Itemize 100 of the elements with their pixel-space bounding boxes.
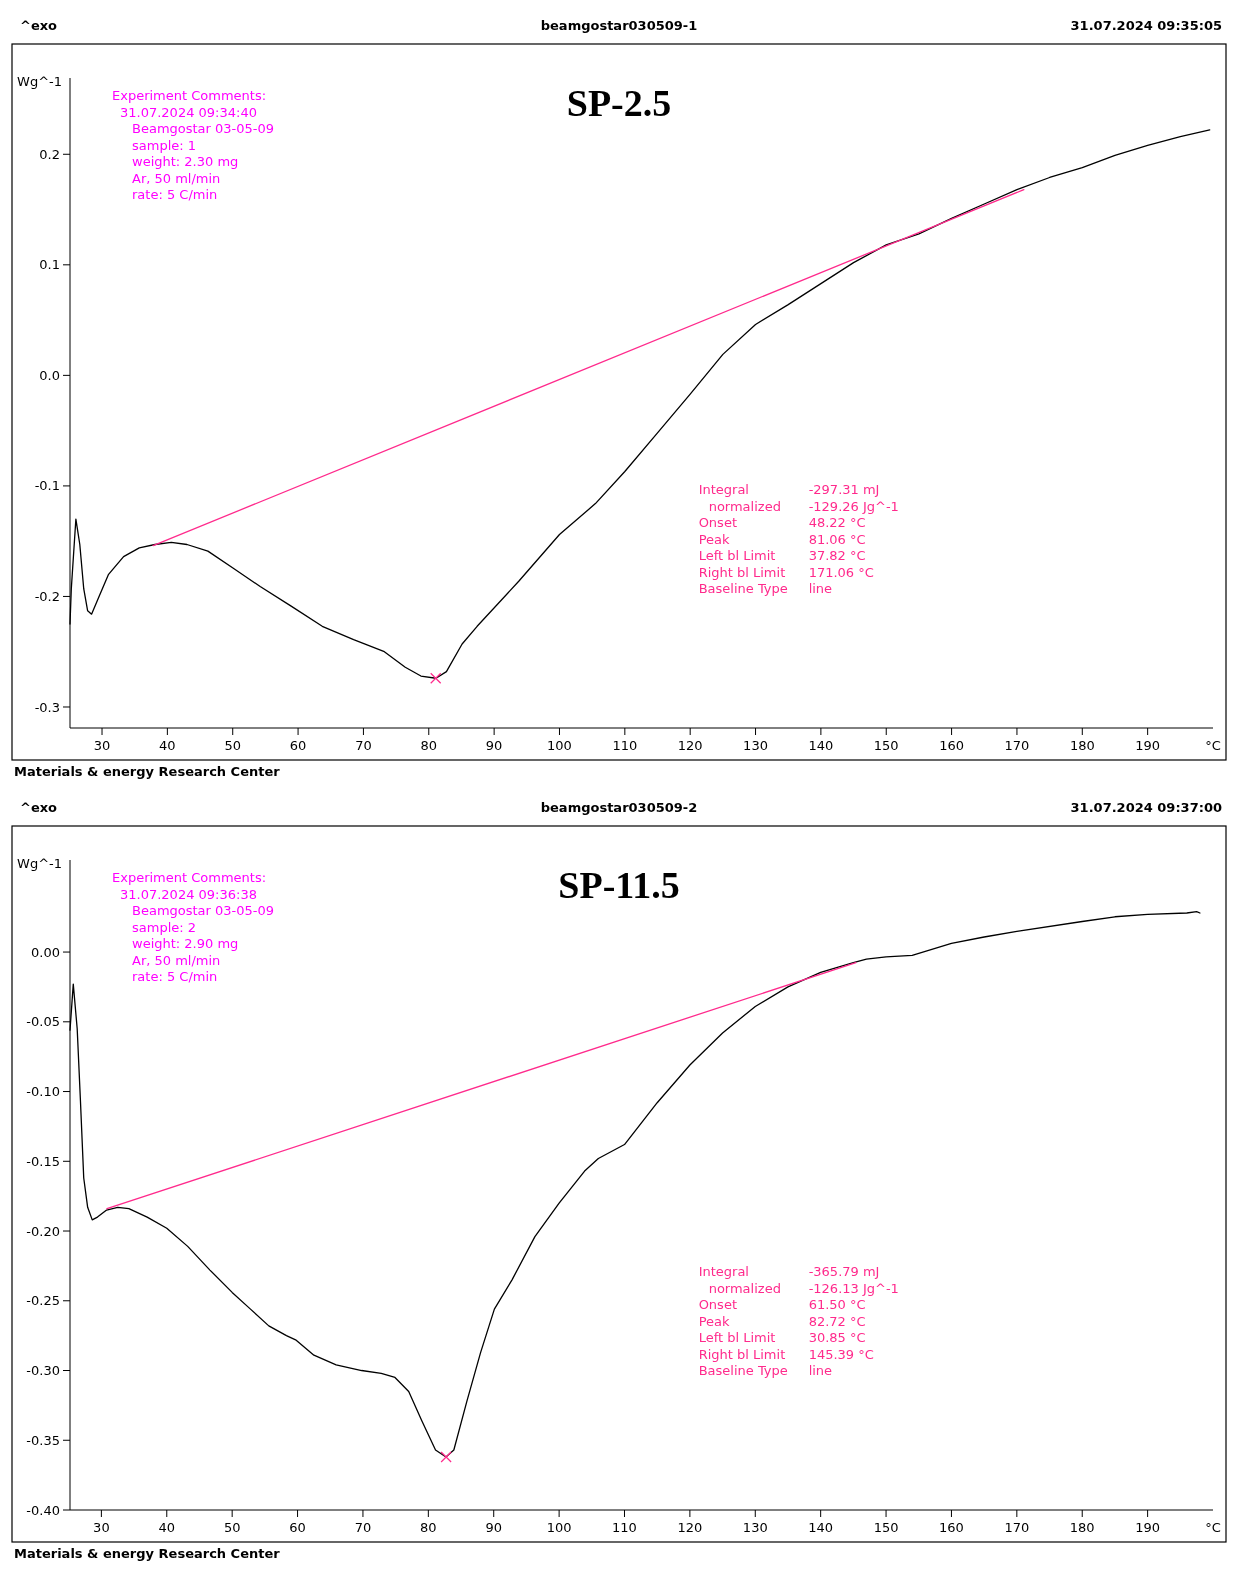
annotation: 31.07.2024 09:36:38 <box>120 886 257 902</box>
annotation: Integral <box>698 482 749 497</box>
annotation: -126.13 Jg^-1 <box>808 1280 899 1296</box>
y-tick-label: -0.40 <box>26 1502 60 1518</box>
x-tick-label: 50 <box>223 1520 241 1535</box>
annotation: Left bl Limit <box>698 1330 776 1345</box>
text: beamgostar030509-1 <box>540 18 698 33</box>
y-axis-title: Wg^-1 <box>17 74 62 89</box>
y-tick-label: 0.00 <box>31 944 60 960</box>
x-tick-label: 100 <box>547 738 572 753</box>
y-tick-label: -0.3 <box>34 699 60 715</box>
x-axis-title: °C <box>1205 738 1221 753</box>
y-axis-title: Wg^-1 <box>17 856 62 871</box>
x-tick-label: 190 <box>1135 1520 1161 1535</box>
annotation: Experiment Comments: <box>112 870 267 885</box>
annotation: 48.22 °C <box>808 515 866 530</box>
annotation: line <box>808 1363 833 1378</box>
annotation: normalized <box>708 1280 781 1296</box>
annotation: 81.06 °C <box>808 531 866 547</box>
x-tick-label: 90 <box>485 738 503 753</box>
x-tick-label: 120 <box>677 738 703 753</box>
x-tick-label: 60 <box>289 738 307 753</box>
x-tick-label: 130 <box>742 1520 768 1535</box>
annotation: -129.26 Jg^-1 <box>808 498 899 514</box>
y-tick-label: -0.15 <box>26 1153 60 1169</box>
y-tick-label: -0.30 <box>26 1363 60 1379</box>
x-tick-label: 80 <box>420 738 438 753</box>
x-tick-label: 70 <box>355 738 372 753</box>
x-tick-label: 70 <box>354 1520 372 1535</box>
annotation: 37.82 °C <box>808 548 866 563</box>
x-tick-label: 100 <box>546 1520 572 1535</box>
annotation: Right bl Limit <box>698 564 786 580</box>
annotation: Ar, 50 ml/min <box>132 952 221 968</box>
annotation: 171.06 °C <box>808 564 874 580</box>
text: 31.07.2024 09:37:00 <box>1070 800 1222 815</box>
x-tick-label: 140 <box>808 1520 834 1535</box>
x-tick-label: 170 <box>1004 738 1030 753</box>
y-tick-label: -0.10 <box>26 1084 60 1100</box>
x-tick-label: 30 <box>93 1520 110 1535</box>
annotation: rate: 5 C/min <box>132 969 218 984</box>
x-tick-label: 90 <box>485 1520 502 1535</box>
annotation: -297.31 mJ <box>808 482 880 497</box>
annotation: Peak <box>698 1313 730 1329</box>
annotation: 82.72 °C <box>808 1313 866 1329</box>
annotation: -365.79 mJ <box>808 1264 880 1279</box>
x-tick-label: 190 <box>1135 738 1161 753</box>
chart-title: SP-2.5 <box>566 82 672 124</box>
x-tick-label: 130 <box>743 738 768 753</box>
annotation: Baseline Type <box>698 581 788 596</box>
y-tick-label: -0.1 <box>34 478 60 494</box>
x-tick-label: 170 <box>1004 1520 1030 1535</box>
annotation: normalized <box>708 498 781 514</box>
annotation: Left bl Limit <box>698 548 776 563</box>
annotation: line <box>808 581 833 596</box>
x-tick-label: 40 <box>158 1520 176 1535</box>
x-tick-label: 140 <box>808 738 834 753</box>
x-tick-label: 160 <box>939 1520 964 1535</box>
text: beamgostar030509-2 <box>540 800 698 815</box>
x-tick-label: 60 <box>289 1520 306 1535</box>
x-tick-label: 30 <box>93 738 111 753</box>
y-tick-label: 0.0 <box>39 367 60 383</box>
x-tick-label: 150 <box>873 738 899 753</box>
annotation: Right bl Limit <box>698 1346 786 1362</box>
x-tick-label: 50 <box>224 738 241 753</box>
annotation: Beamgostar 03-05-09 <box>132 121 275 136</box>
annotation: Integral <box>698 1264 749 1279</box>
text: ^exo <box>20 18 58 33</box>
x-tick-label: 120 <box>677 1520 703 1535</box>
annotation: 61.50 °C <box>808 1297 866 1312</box>
annotation: Peak <box>698 531 730 547</box>
text: 31.07.2024 09:35:05 <box>1070 18 1222 33</box>
x-tick-label: 180 <box>1069 738 1095 753</box>
annotation: weight: 2.90 mg <box>132 936 239 951</box>
x-tick-label: 110 <box>612 738 638 753</box>
annotation: Beamgostar 03-05-09 <box>132 903 275 918</box>
annotation: rate: 5 C/min <box>132 187 218 202</box>
y-tick-label: -0.05 <box>26 1014 60 1030</box>
text: ^exo <box>20 800 58 815</box>
text: Materials & energy Research Center <box>14 1546 281 1561</box>
y-tick-label: -0.25 <box>26 1293 60 1309</box>
y-tick-label: -0.35 <box>26 1432 60 1448</box>
annotation: 145.39 °C <box>808 1346 874 1362</box>
annotation: 30.85 °C <box>808 1330 866 1345</box>
x-tick-label: 160 <box>939 738 965 753</box>
annotation: Baseline Type <box>698 1363 788 1378</box>
annotation: sample: 2 <box>132 919 197 935</box>
y-tick-label: 0.2 <box>39 146 60 162</box>
annotation: Onset <box>698 1297 737 1312</box>
y-tick-label: -0.20 <box>26 1223 60 1239</box>
chart-title: SP-11.5 <box>558 864 680 906</box>
y-tick-label: -0.2 <box>34 589 60 604</box>
x-tick-label: 180 <box>1069 1520 1095 1535</box>
y-tick-label: 0.1 <box>39 257 60 273</box>
text: Materials & energy Research Center <box>14 764 281 779</box>
x-tick-label: 110 <box>612 1520 637 1535</box>
x-tick-label: 80 <box>420 1520 437 1535</box>
x-axis-title: °C <box>1205 1520 1221 1535</box>
annotation: sample: 1 <box>132 137 197 153</box>
annotation: 31.07.2024 09:34:40 <box>120 104 257 120</box>
annotation: Onset <box>698 515 737 530</box>
